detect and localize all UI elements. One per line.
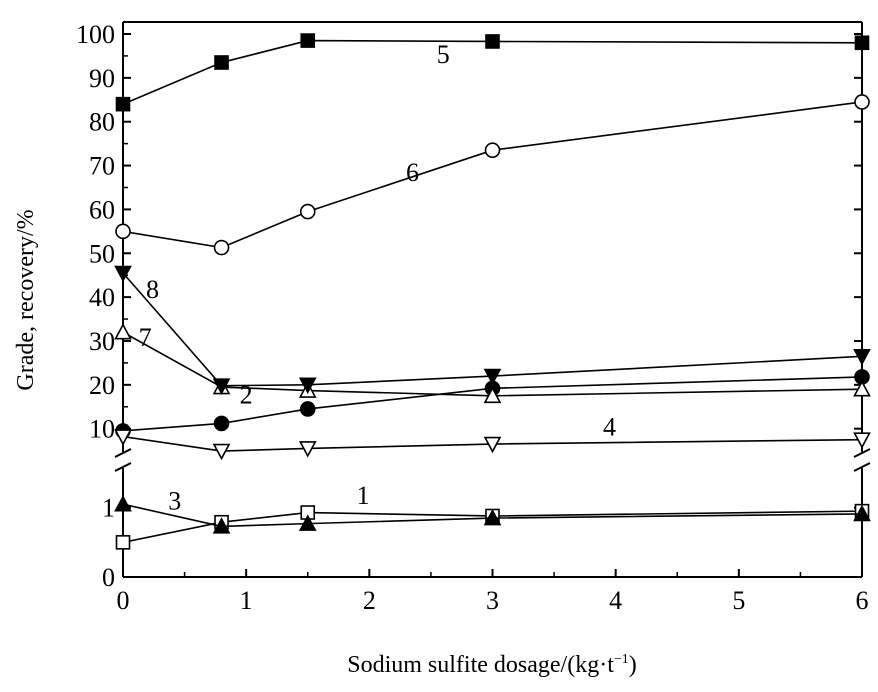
series-label-3: 3 [168,487,181,516]
y-tick-label: 40 [89,283,115,312]
data-point [114,429,132,446]
series-6 [115,94,870,256]
series-label-7: 7 [139,323,152,352]
data-point [484,142,501,159]
series-label-5: 5 [437,40,450,69]
y-tick-label: 50 [89,239,115,268]
data-point [854,35,870,51]
data-point [114,265,132,283]
data-point [853,349,871,366]
series-label-2: 2 [240,380,253,409]
y-axis-title: Grade, recovery/% [13,209,39,390]
series-7 [114,323,871,404]
data-point [114,323,132,340]
axis-break-mark-right [853,462,871,472]
x-tick-label: 0 [117,586,130,615]
y-tick-label: 90 [89,64,115,93]
data-point [483,368,502,386]
series-8 [114,265,871,395]
y-tick-label: 10 [89,415,115,444]
axis-break-mark-left [114,462,132,472]
axis-break-mark-left [114,448,132,458]
series-line [122,101,863,249]
x-tick-label: 4 [609,586,622,615]
data-point [485,34,500,49]
x-tick-label: 1 [240,586,253,615]
data-point [298,514,317,531]
data-point [300,33,316,48]
x-tick-label: 6 [856,586,869,615]
data-point [213,415,230,432]
series-line [122,39,863,105]
series-5 [115,33,870,112]
data-point [212,378,231,395]
data-point [214,55,229,70]
y-tick-label: 30 [89,327,115,356]
x-axis-title-exponent: −1 [614,652,629,667]
series-label-1: 1 [357,481,370,510]
series-label-6: 6 [406,158,419,187]
axes-layer: 0 1 2 3 4 5 6 10 20 30 40 50 60 70 80 90 100 0 1 [76,20,871,615]
data-point [212,443,231,461]
data-point [483,436,502,454]
x-tick-label: 5 [732,586,745,615]
series-label-4: 4 [603,412,616,441]
data-point [853,432,871,449]
data-point [114,495,132,512]
data-point [853,504,871,522]
y-tick-label: 100 [76,20,115,49]
data-point [853,380,871,397]
x-tick-label: 3 [486,586,499,615]
data-point [854,94,870,110]
data-point [298,377,317,395]
series-4 [114,429,871,461]
data-point [115,96,131,112]
y-tick-label: 80 [89,108,115,137]
series-3 [114,495,871,534]
data-point [483,386,502,404]
labels-layer: 1 2 3 4 5 6 7 8 [139,40,616,516]
data-point [115,535,131,550]
y-tick-label: 1 [102,494,115,523]
x-tick-label: 2 [363,586,376,615]
data-point [213,239,230,256]
y-tick-label: 20 [89,371,115,400]
data-point [115,223,131,240]
y-tick-label: 60 [89,195,115,224]
y-tick-label: 0 [102,563,115,592]
y-tick-label: 70 [89,152,115,181]
data-point [299,203,316,220]
series-label-8: 8 [146,275,159,304]
data-point [483,508,502,526]
data-point [212,517,231,534]
x-axis-title: Sodium sulfite dosage/(kg·t−1) [347,652,637,678]
series-layer [114,33,871,550]
x-axis-title-main: Sodium sulfite dosage/(kg·t [347,652,614,678]
data-point [298,441,317,458]
x-axis-title-suffix: ) [629,652,637,678]
axis-break-mark-right [853,448,871,458]
data-point [299,401,316,417]
